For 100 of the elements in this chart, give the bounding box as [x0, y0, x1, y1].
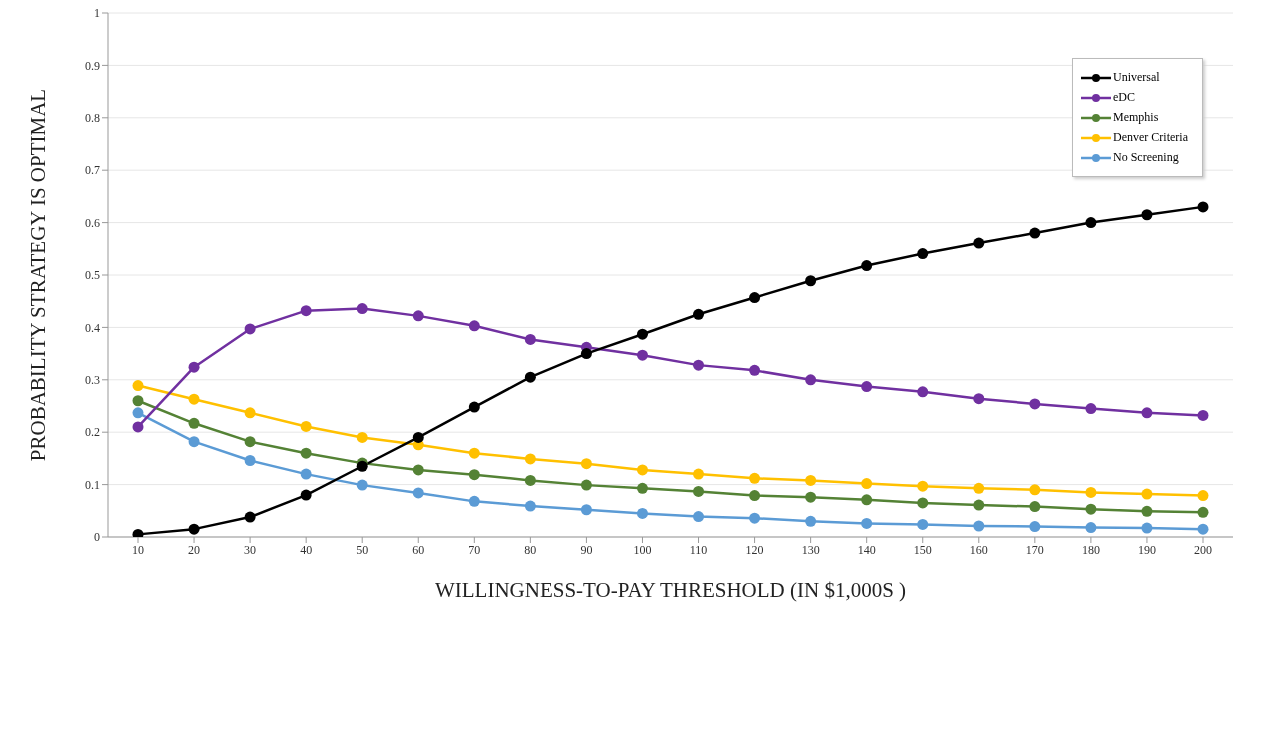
point	[1141, 407, 1153, 419]
point	[1197, 201, 1209, 213]
legend-label: Universal	[1113, 70, 1160, 85]
x-tick-label: 140	[857, 542, 876, 557]
point	[300, 447, 312, 459]
y-tick-label: 0.5	[85, 268, 100, 283]
x-tick-label: 110	[689, 542, 708, 557]
point	[973, 520, 985, 532]
y-tick-label: 0.4	[85, 320, 100, 335]
point	[861, 517, 873, 529]
point	[636, 507, 648, 519]
point	[468, 320, 480, 332]
point	[524, 500, 536, 512]
x-tick-label: 180	[1081, 542, 1100, 557]
point	[1197, 523, 1209, 535]
point	[188, 393, 200, 405]
point	[861, 381, 873, 393]
point	[973, 393, 985, 405]
point	[973, 499, 985, 511]
point	[1141, 522, 1153, 534]
point	[973, 237, 985, 249]
x-tick-label: 160	[969, 542, 988, 557]
point	[132, 380, 144, 392]
point	[188, 436, 200, 448]
point	[468, 495, 480, 507]
point	[1141, 209, 1153, 221]
point	[356, 479, 368, 491]
point	[917, 497, 929, 509]
point	[805, 275, 817, 287]
point	[1085, 217, 1097, 229]
point	[749, 512, 761, 524]
x-tick-label: 200	[1194, 542, 1212, 557]
y-tick-label: 0.3	[85, 373, 100, 388]
point	[132, 528, 144, 537]
y-tick-label: 0	[94, 530, 100, 545]
point	[1029, 521, 1041, 533]
point	[805, 491, 817, 503]
x-tick-label: 40	[300, 542, 313, 557]
point	[805, 374, 817, 386]
point	[412, 487, 424, 499]
point	[468, 447, 480, 459]
point	[917, 480, 929, 492]
point	[861, 478, 873, 490]
point	[412, 431, 424, 443]
point	[861, 494, 873, 506]
x-axis-title: WILLINGNESS-TO-PAY THRESHOLD (IN $1,000S )	[434, 578, 907, 602]
x-tick-label: 150	[913, 542, 932, 557]
y-tick-label: 0.2	[85, 425, 100, 440]
point	[132, 421, 144, 433]
x-tick-label: 70	[468, 542, 481, 557]
y-tick-label: 0.1	[85, 477, 100, 492]
point	[1085, 522, 1097, 534]
legend-label: Memphis	[1113, 110, 1159, 125]
point	[580, 479, 592, 491]
point	[1141, 488, 1153, 500]
x-tick-label: 50	[356, 542, 369, 557]
point	[244, 436, 256, 448]
point	[188, 361, 200, 373]
x-tick-label: 100	[633, 542, 652, 557]
point	[468, 469, 480, 481]
point	[1085, 486, 1097, 498]
x-tick-label: 130	[801, 542, 820, 557]
point	[132, 395, 144, 407]
point	[1085, 403, 1097, 415]
point	[636, 349, 648, 361]
point	[693, 308, 705, 320]
point	[300, 468, 312, 480]
point	[1029, 501, 1041, 513]
point	[917, 248, 929, 260]
point	[524, 371, 536, 383]
x-tick-label: 90	[580, 542, 593, 557]
y-tick-label: 0.9	[85, 58, 100, 73]
point	[749, 472, 761, 484]
point	[356, 431, 368, 443]
point	[1029, 484, 1041, 496]
point	[805, 474, 817, 486]
legend-label: eDC	[1113, 90, 1136, 105]
point	[580, 348, 592, 360]
y-tick-label: 0.8	[85, 111, 100, 126]
point	[636, 328, 648, 340]
point	[973, 482, 985, 494]
point	[749, 292, 761, 304]
point	[188, 417, 200, 429]
y-tick-label: 1	[94, 6, 100, 21]
point	[412, 310, 424, 322]
point	[1197, 490, 1209, 502]
point	[1085, 503, 1097, 515]
point	[244, 455, 256, 466]
point	[524, 453, 536, 465]
x-tick-label: 120	[745, 542, 764, 557]
point	[1197, 409, 1209, 421]
x-tick-label: 10	[132, 542, 144, 557]
point	[1141, 505, 1153, 517]
point	[468, 401, 480, 413]
point	[636, 464, 648, 476]
point	[636, 482, 648, 494]
point	[580, 504, 592, 516]
point	[244, 511, 256, 523]
point	[300, 420, 312, 432]
point	[693, 485, 705, 497]
